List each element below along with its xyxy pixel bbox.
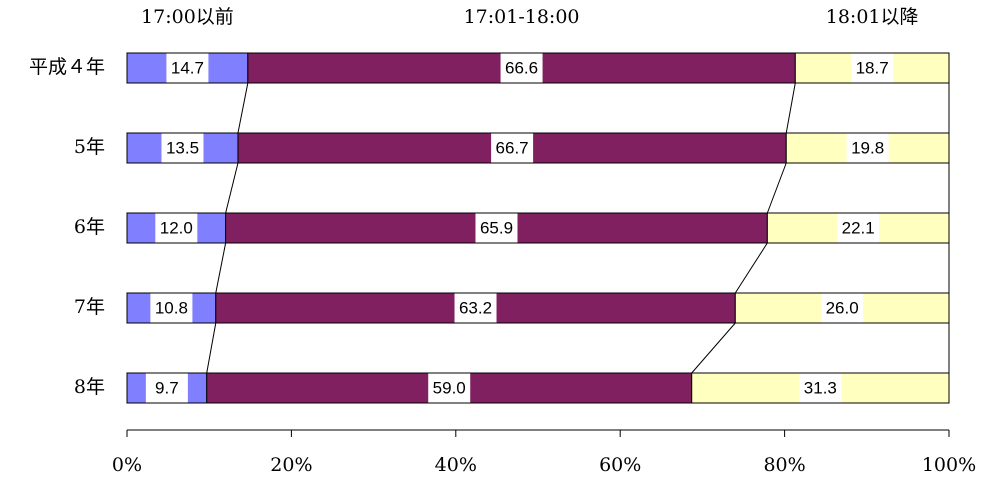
value-label-box [491,133,534,163]
value-label: 9.7 [155,378,179,397]
value-label-box [500,53,543,83]
value-label: 63.2 [459,298,492,317]
value-label-box [851,53,894,83]
value-label-box [161,133,204,163]
series-label: 18:01以降 [826,6,919,28]
category-label: 7年 [74,296,105,318]
x-tick-label: 60% [599,454,641,476]
value-label: 12.0 [160,218,193,237]
value-label-box [799,373,842,403]
connector-line [734,242,768,294]
x-tick-label: 20% [270,454,312,476]
connector-line [691,322,736,374]
value-label: 18.7 [856,58,889,77]
x-tick-label: 100% [922,454,976,476]
value-label: 26.0 [826,298,859,317]
connector-line [225,162,239,214]
connector-line [206,322,217,374]
value-label-box [155,213,198,243]
category-label: 平成４年 [29,56,105,78]
connector-line [785,82,796,134]
value-label-box [145,373,188,403]
value-label: 66.7 [496,138,529,157]
connector-line [215,242,227,294]
value-label-box [846,133,889,163]
series-label: 17:00以前 [141,6,234,28]
value-label: 10.8 [155,298,188,317]
x-tick-label: 0% [112,454,142,476]
value-label-box [475,213,518,243]
value-label-box [428,373,471,403]
value-label-box [454,293,497,323]
value-label: 66.6 [505,58,538,77]
category-label: 8年 [74,376,105,398]
category-label: 5年 [74,136,105,158]
x-tick-label: 40% [435,454,477,476]
value-label: 13.5 [166,138,199,157]
value-label: 65.9 [480,218,513,237]
value-label: 14.7 [171,58,204,77]
value-label: 59.0 [433,378,466,397]
connector-line [766,162,787,214]
value-label-box [150,293,193,323]
value-label: 22.1 [842,218,875,237]
series-label: 17:01-18:00 [464,6,580,28]
x-tick-label: 80% [763,454,805,476]
category-label: 6年 [74,216,105,238]
value-label-box [821,293,864,323]
value-label-box [166,53,209,83]
value-label: 19.8 [851,138,884,157]
value-label-box [837,213,880,243]
connector-line [237,82,249,134]
value-label: 31.3 [804,378,837,397]
